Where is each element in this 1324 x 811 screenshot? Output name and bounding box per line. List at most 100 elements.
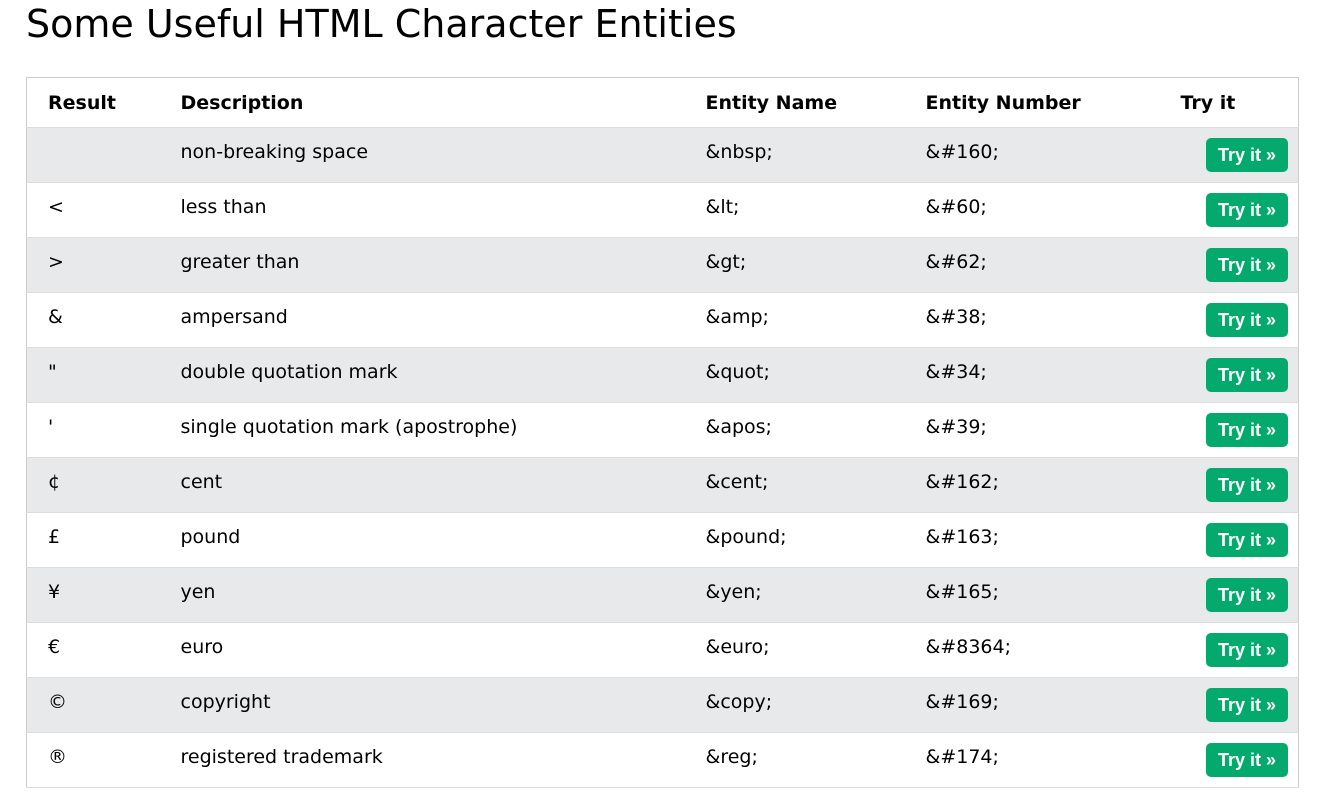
result-cell: ©	[26, 677, 181, 733]
try-it-button[interactable]: Try it »	[1206, 633, 1288, 667]
try-it-cell: Try it »	[1180, 512, 1299, 568]
entity-number-cell: &#38;	[925, 292, 1181, 348]
entity-number-cell-text: &#163;	[925, 526, 999, 548]
try-it-cell: Try it »	[1180, 127, 1299, 183]
try-it-button[interactable]: Try it »	[1206, 358, 1288, 392]
table-row: ' single quotation mark (apostrophe) &apos…	[26, 402, 1299, 458]
description-cell-text: single quotation mark (apostrophe)	[180, 416, 518, 438]
try-it-cell: Try it »	[1180, 677, 1299, 733]
try-it-button[interactable]: Try it »	[1206, 468, 1288, 502]
table-header: Result Description Entity Name Entity Nu…	[26, 77, 1299, 128]
description-cell: ampersand	[180, 292, 706, 348]
entity-number-cell: &#8364;	[925, 622, 1181, 678]
entity-number-cell-text: &#62;	[925, 251, 987, 273]
description-cell: registered trademark	[180, 732, 706, 788]
description-cell: less than	[180, 182, 706, 238]
try-it-button[interactable]: Try it »	[1206, 578, 1288, 612]
description-cell: euro	[180, 622, 706, 678]
table-row: non-breaking space &nbsp; &#160; Try it »	[26, 127, 1299, 183]
entity-number-cell: &#163;	[925, 512, 1181, 568]
entity-number-cell: &#60;	[925, 182, 1181, 238]
entity-name-cell-text: &yen;	[705, 581, 762, 603]
description-cell-text: registered trademark	[180, 746, 383, 768]
result-cell-text: '	[48, 416, 54, 438]
result-cell: €	[26, 622, 181, 678]
header-try-it: Try it	[1180, 77, 1299, 128]
try-it-button[interactable]: Try it »	[1206, 743, 1288, 777]
try-it-button[interactable]: Try it »	[1206, 523, 1288, 557]
description-cell-text: double quotation mark	[180, 361, 398, 383]
header-row: Result Description Entity Name Entity Nu…	[26, 77, 1299, 128]
table-row: © copyright &copy; &#169; Try it »	[26, 677, 1299, 733]
result-cell: <	[26, 182, 181, 238]
result-cell: ®	[26, 732, 181, 788]
entity-name-cell: &cent;	[705, 457, 926, 513]
entity-number-cell-text: &#39;	[925, 416, 987, 438]
header-entity-number: Entity Number	[925, 77, 1181, 128]
try-it-button[interactable]: Try it »	[1206, 193, 1288, 227]
page-title: Some Useful HTML Character Entities	[26, 2, 737, 46]
result-cell	[26, 127, 181, 183]
try-it-cell: Try it »	[1180, 182, 1299, 238]
entity-number-cell-text: &#34;	[925, 361, 987, 383]
entity-name-cell-text: &quot;	[705, 361, 770, 383]
entity-table: Result Description Entity Name Entity Nu…	[26, 77, 1299, 788]
result-cell-text: €	[48, 636, 61, 658]
result-cell-text: "	[48, 361, 57, 383]
result-cell-text: &	[48, 306, 63, 328]
description-cell: non-breaking space	[180, 127, 706, 183]
entity-name-cell-text: &apos;	[705, 416, 772, 438]
try-it-cell: Try it »	[1180, 292, 1299, 348]
entity-name-cell: &reg;	[705, 732, 926, 788]
try-it-button[interactable]: Try it »	[1206, 688, 1288, 722]
entity-name-cell: &gt;	[705, 237, 926, 293]
result-cell-text: ¥	[48, 581, 61, 603]
entity-name-cell: &lt;	[705, 182, 926, 238]
try-it-button[interactable]: Try it »	[1206, 413, 1288, 447]
result-cell-text	[48, 128, 181, 141]
result-cell: >	[26, 237, 181, 293]
entity-number-cell: &#162;	[925, 457, 1181, 513]
result-cell-text: £	[48, 526, 61, 548]
entity-name-cell: &apos;	[705, 402, 926, 458]
entity-name-cell-text: &nbsp;	[705, 141, 773, 163]
try-it-cell: Try it »	[1180, 622, 1299, 678]
table-row: " double quotation mark &quot; &#34; Try it …	[26, 347, 1299, 403]
entity-name-cell-text: &lt;	[705, 196, 740, 218]
entity-number-cell-text: &#60;	[925, 196, 987, 218]
try-it-button[interactable]: Try it »	[1206, 248, 1288, 282]
entity-name-cell-text: &euro;	[705, 636, 770, 658]
entity-number-cell: &#160;	[925, 127, 1181, 183]
entity-number-cell-text: &#160;	[925, 141, 999, 163]
entity-name-cell: &amp;	[705, 292, 926, 348]
result-cell: '	[26, 402, 181, 458]
description-cell: copyright	[180, 677, 706, 733]
result-cell-text: <	[48, 196, 64, 218]
entity-name-cell-text: &cent;	[705, 471, 769, 493]
try-it-cell: Try it »	[1180, 732, 1299, 788]
entity-number-cell-text: &#165;	[925, 581, 999, 603]
entity-name-cell: &yen;	[705, 567, 926, 623]
try-it-cell: Try it »	[1180, 347, 1299, 403]
description-cell: cent	[180, 457, 706, 513]
entity-name-cell: &pound;	[705, 512, 926, 568]
result-cell: £	[26, 512, 181, 568]
entity-number-cell-text: &#174;	[925, 746, 999, 768]
try-it-button[interactable]: Try it »	[1206, 138, 1288, 172]
description-cell-text: ampersand	[180, 306, 288, 328]
entity-name-cell: &nbsp;	[705, 127, 926, 183]
entity-number-cell-text: &#169;	[925, 691, 999, 713]
try-it-cell: Try it »	[1180, 457, 1299, 513]
header-description: Description	[180, 77, 706, 128]
result-cell-text: ¢	[48, 471, 61, 493]
entity-name-cell-text: &gt;	[705, 251, 747, 273]
table-row: ¥ yen &yen; &#165; Try it »	[26, 567, 1299, 623]
result-cell: "	[26, 347, 181, 403]
description-cell-text: euro	[180, 636, 224, 658]
description-cell: double quotation mark	[180, 347, 706, 403]
result-cell-text: ®	[48, 746, 67, 768]
description-cell-text: pound	[180, 526, 241, 548]
try-it-button[interactable]: Try it »	[1206, 303, 1288, 337]
description-cell-text: copyright	[180, 691, 271, 713]
result-cell: ¢	[26, 457, 181, 513]
